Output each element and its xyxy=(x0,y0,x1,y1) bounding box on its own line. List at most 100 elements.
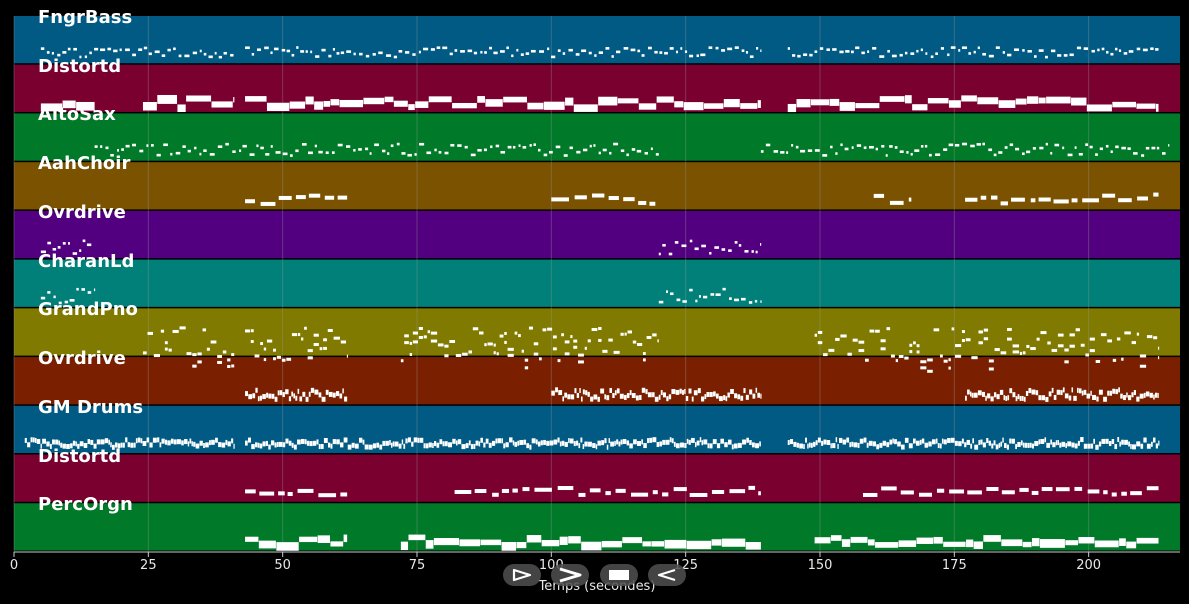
note xyxy=(943,359,948,363)
forward-button[interactable] xyxy=(551,564,589,586)
note xyxy=(353,52,356,56)
note xyxy=(568,438,570,444)
note xyxy=(569,146,573,150)
note xyxy=(733,443,738,449)
note xyxy=(266,392,269,398)
note xyxy=(199,440,203,446)
note xyxy=(1074,146,1077,149)
note xyxy=(689,239,693,243)
note xyxy=(461,444,466,450)
note xyxy=(935,52,938,55)
note xyxy=(409,352,413,356)
note xyxy=(695,442,697,448)
x-tick-label: 175 xyxy=(941,558,967,573)
note xyxy=(260,342,263,346)
note xyxy=(496,352,499,356)
note xyxy=(715,293,721,296)
note xyxy=(988,367,994,371)
note xyxy=(561,333,564,337)
note xyxy=(295,195,306,200)
note xyxy=(315,55,320,58)
note xyxy=(266,102,290,111)
note xyxy=(965,338,971,342)
note xyxy=(809,53,813,57)
note xyxy=(491,440,496,446)
stop-button[interactable] xyxy=(600,564,638,586)
note xyxy=(961,438,964,444)
note xyxy=(96,439,101,445)
note xyxy=(727,392,730,398)
note xyxy=(256,48,261,52)
note xyxy=(948,143,954,147)
note xyxy=(231,353,235,357)
note xyxy=(851,146,854,149)
note xyxy=(555,387,558,393)
note xyxy=(331,151,335,154)
note xyxy=(81,288,86,291)
note xyxy=(985,395,987,401)
note xyxy=(501,488,510,493)
note xyxy=(1153,336,1158,340)
note xyxy=(273,348,276,352)
note xyxy=(291,391,294,397)
note xyxy=(480,539,502,546)
note xyxy=(359,52,363,56)
note xyxy=(222,350,227,354)
note xyxy=(1078,152,1083,156)
x-tick-label: 75 xyxy=(408,558,426,573)
note xyxy=(214,51,217,55)
note xyxy=(1022,442,1025,448)
note xyxy=(507,353,514,357)
note xyxy=(835,337,840,341)
play-button[interactable] xyxy=(503,564,541,586)
note xyxy=(473,51,478,55)
note xyxy=(442,441,445,447)
note xyxy=(282,152,288,156)
note xyxy=(389,440,391,446)
note xyxy=(1069,344,1075,348)
note xyxy=(1083,47,1089,50)
note xyxy=(208,55,213,59)
note xyxy=(587,391,590,397)
note xyxy=(557,359,561,363)
note xyxy=(336,439,340,445)
note xyxy=(507,145,512,149)
note xyxy=(647,392,652,398)
note xyxy=(309,441,313,447)
note xyxy=(500,150,506,154)
note xyxy=(1143,392,1146,398)
note xyxy=(415,101,429,108)
note xyxy=(110,153,114,157)
note xyxy=(970,391,972,397)
note xyxy=(323,438,328,444)
note xyxy=(1118,387,1120,393)
note xyxy=(928,153,932,157)
note xyxy=(281,358,286,362)
note xyxy=(452,438,456,444)
note xyxy=(598,96,618,106)
note xyxy=(982,442,986,448)
note xyxy=(651,541,665,547)
note xyxy=(444,151,449,155)
note xyxy=(358,148,362,151)
note xyxy=(1119,538,1126,546)
note xyxy=(455,440,458,446)
note xyxy=(623,47,629,50)
note xyxy=(597,396,600,402)
note xyxy=(368,444,373,450)
note xyxy=(658,252,661,256)
rewind-button[interactable] xyxy=(648,564,686,586)
note xyxy=(641,54,645,57)
note xyxy=(1040,331,1047,335)
note xyxy=(631,148,636,151)
note xyxy=(887,49,890,53)
note xyxy=(477,96,485,103)
note xyxy=(274,442,277,448)
note xyxy=(591,327,598,331)
note xyxy=(868,440,873,446)
note xyxy=(615,488,626,493)
note xyxy=(616,439,619,445)
note xyxy=(293,393,296,399)
note xyxy=(620,439,623,445)
note xyxy=(1019,395,1022,401)
